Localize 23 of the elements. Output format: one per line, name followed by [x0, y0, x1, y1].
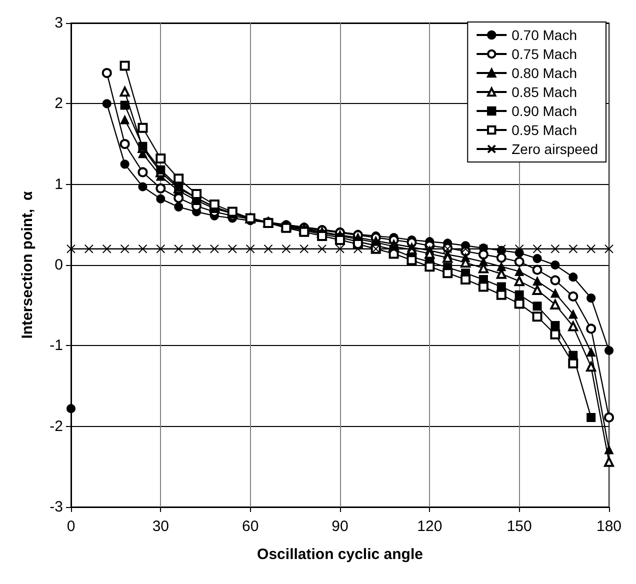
x-axis-title: Oscillation cyclic angle [257, 546, 423, 563]
x-tick-label: 90 [332, 518, 348, 535]
y-tick-label: 3 [54, 14, 63, 32]
x-tick-label: 30 [152, 518, 170, 535]
legend-label: 0.80 Mach [512, 65, 577, 81]
y-tick-label: 2 [54, 95, 63, 112]
legend-label: 0.90 Mach [512, 103, 577, 119]
y-tick-label: -2 [50, 418, 63, 435]
x-tick-label: 120 [417, 518, 442, 535]
legend-label: 0.70 Mach [512, 27, 577, 43]
legend-label: Zero airspeed [512, 141, 598, 157]
x-tick-label: 60 [242, 518, 259, 535]
y-tick-label: 1 [54, 176, 63, 193]
y-tick-label: 0 [54, 256, 63, 274]
legend-label: 0.95 Mach [512, 122, 577, 138]
x-tick-label: 150 [506, 518, 532, 535]
y-tick-label: -3 [50, 498, 63, 516]
legend-label: 0.85 Mach [512, 84, 577, 100]
y-tick-label: -1 [50, 337, 63, 354]
x-tick-label: 0 [66, 518, 76, 535]
y-axis-title: Intersection point, α [19, 190, 36, 339]
legend-label: 0.75 Mach [512, 46, 577, 62]
x-tick-label: 180 [596, 518, 622, 535]
